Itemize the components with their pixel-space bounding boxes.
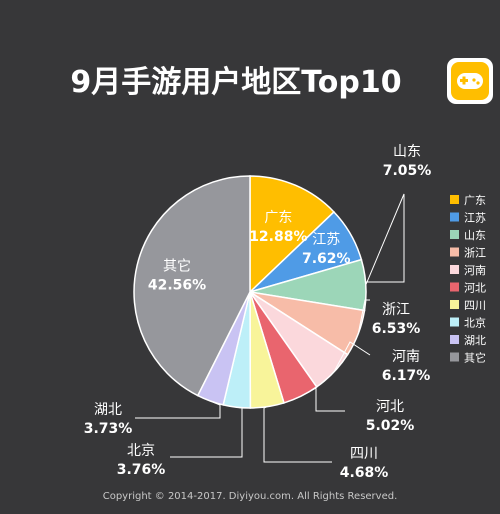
slice-label-3: 浙江 xyxy=(382,302,410,318)
leader-line-6 xyxy=(263,406,332,463)
legend-label-1: 江苏 xyxy=(464,212,486,225)
slice-value-2: 7.05% xyxy=(383,163,432,179)
legend-swatch-6 xyxy=(450,300,459,309)
legend-label-2: 山东 xyxy=(464,229,486,242)
slice-label-6: 四川 xyxy=(350,446,378,462)
legend-label-5: 河北 xyxy=(464,282,486,295)
chart-title: 9月手游用户地区Top10 xyxy=(70,65,401,100)
legend-label-7: 北京 xyxy=(464,316,486,330)
legend-label-3: 浙江 xyxy=(464,247,486,260)
slice-label-7: 北京 xyxy=(127,443,155,459)
leader-line-7 xyxy=(170,406,243,458)
slice-value-6: 4.68% xyxy=(340,465,389,481)
slice-label-5: 河北 xyxy=(376,399,404,415)
legend-swatch-3 xyxy=(450,247,459,257)
slice-value-7: 3.76% xyxy=(117,462,166,478)
slice-value-4: 6.17% xyxy=(382,368,431,384)
slice-label-8: 湖北 xyxy=(94,402,122,418)
pie-slices xyxy=(133,175,367,409)
legend-swatch-9 xyxy=(450,352,459,362)
copyright-footer: Copyright © 2014-2017. Diyiyou.com. All … xyxy=(103,491,398,502)
slice-label-9: 其它 xyxy=(163,258,191,275)
pie-slice-0 xyxy=(249,175,336,294)
slice-label-4: 河南 xyxy=(392,349,420,365)
legend-label-4: 河南 xyxy=(464,264,486,277)
legend-swatch-5 xyxy=(450,282,459,292)
legend-swatch-2 xyxy=(450,230,459,239)
leader-line-8 xyxy=(135,400,221,419)
data-labels: 广东 12.88% 江苏 7.62% 山东 7.05% 浙江 6.53% 河南 6.17% 河北 5.… xyxy=(84,144,432,481)
slice-value-0: 12.88% xyxy=(249,229,307,245)
slice-label-1: 江苏 xyxy=(312,232,340,248)
leader-line-5 xyxy=(300,387,345,412)
legend-label-0: 广东 xyxy=(464,194,486,207)
leader-lines xyxy=(135,193,405,463)
legend-swatch-0 xyxy=(450,195,459,204)
legend-swatch-1 xyxy=(450,212,459,222)
legend-label-6: 四川 xyxy=(464,299,486,312)
gamepad-icon xyxy=(447,58,493,104)
pie-slice-9 xyxy=(133,175,251,397)
legend-swatch-4 xyxy=(450,265,459,274)
slice-label-2: 山东 xyxy=(393,144,421,160)
slice-value-5: 5.02% xyxy=(366,418,415,434)
legend-swatch-7 xyxy=(450,317,459,327)
leader-line-2 xyxy=(365,193,405,286)
slice-value-3: 6.53% xyxy=(372,321,421,337)
legend-label-9: 其它 xyxy=(464,351,486,365)
slice-value-1: 7.62% xyxy=(302,251,351,267)
legend-label-8: 湖北 xyxy=(464,334,486,347)
slice-label-0: 广东 xyxy=(264,210,292,226)
slice-value-8: 3.73% xyxy=(84,421,133,437)
leader-line-4 xyxy=(333,341,371,373)
leader-line-3 xyxy=(357,299,370,334)
legend-swatch-8 xyxy=(450,335,459,344)
slice-value-9: 42.56% xyxy=(148,278,206,294)
